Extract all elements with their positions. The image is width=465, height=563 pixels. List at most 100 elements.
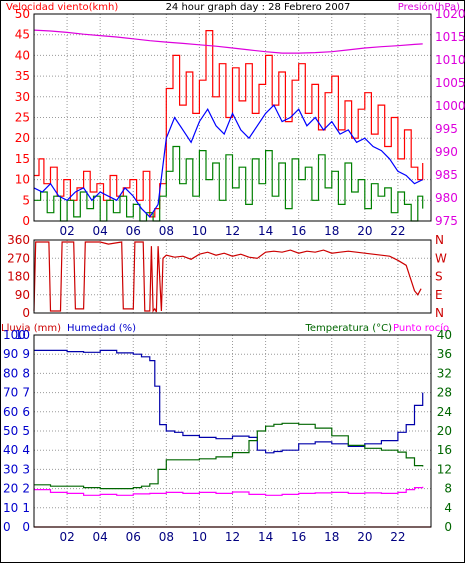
pressure-tick-985: 985	[435, 168, 458, 182]
rain-tick-9: 9	[22, 347, 30, 361]
pressure-axis-title: Presión(hPa)	[398, 1, 460, 13]
wind-tick-15: 15	[15, 152, 30, 166]
tick-labels: 0510152025303540455097598098599099510001…	[3, 7, 465, 544]
temperature-tick-28: 28	[437, 386, 452, 400]
wind-tick-30: 30	[15, 90, 30, 104]
temperature-tick-16: 16	[437, 443, 452, 457]
temperature-tick-24: 24	[437, 405, 452, 419]
humidity-tick-30: 100	[3, 328, 26, 342]
wind-xtick-22: 22	[390, 224, 405, 238]
humidity-tick-27: 90	[3, 347, 18, 361]
wind-axis-title: Velocidad viento(kmh)	[6, 2, 118, 13]
series-wind-minimum	[34, 145, 424, 222]
rain-tick-5: 5	[22, 424, 30, 438]
wind-tick-35: 35	[15, 69, 30, 83]
series-dewpoint	[34, 486, 424, 496]
series-wind-gust	[34, 30, 424, 218]
thermo-xtick-08: 08	[159, 530, 174, 544]
panel-frames	[33, 13, 432, 528]
thermo-xtick-18: 18	[324, 530, 339, 544]
humidity-axis-title: Humedad (%)	[67, 323, 136, 334]
thermo-xtick-06: 06	[126, 530, 141, 544]
direction-tick-90: 90	[15, 288, 30, 302]
wind-xtick-08: 08	[159, 224, 174, 238]
thermo-xtick-12: 12	[225, 530, 240, 544]
wind-xtick-16: 16	[291, 224, 306, 238]
rain-tick-8: 8	[22, 366, 30, 380]
humidity-tick-9: 30	[3, 462, 18, 476]
rain-tick-4: 4	[22, 443, 30, 457]
thermo-xtick-22: 22	[390, 530, 405, 544]
wind-xtick-04: 04	[93, 224, 108, 238]
pressure-tick-980: 980	[435, 191, 458, 205]
temperature-tick-12: 12	[437, 462, 452, 476]
direction-tick-270: 270	[7, 251, 30, 265]
humidity-tick-21: 70	[3, 386, 18, 400]
humidity-tick-6: 20	[3, 482, 18, 496]
thermo-xtick-04: 04	[93, 530, 108, 544]
temperature-axis-title: Temperatura (°C)	[304, 323, 392, 334]
wind-xtick-10: 10	[192, 224, 207, 238]
chart-title: 24 hour graph day : 28 Febrero 2007	[166, 2, 351, 13]
thermo-xtick-14: 14	[258, 530, 273, 544]
humidity-tick-15: 50	[3, 424, 18, 438]
pressure-tick-995: 995	[435, 122, 458, 136]
rain-tick-6: 6	[22, 405, 30, 419]
wind-xtick-18: 18	[324, 224, 339, 238]
wind-tick-50: 50	[15, 7, 30, 21]
wind-tick-40: 40	[15, 48, 30, 62]
pressure-tick-1020: 1020	[435, 7, 465, 21]
temperature-tick-4: 4	[444, 501, 452, 515]
dewpoint-axis-title: Punto rocío	[393, 322, 449, 334]
series-wind-direction	[33, 241, 422, 313]
series-wind-average	[33, 104, 423, 218]
wind-xtick-06: 06	[126, 224, 141, 238]
rain-tick-1: 1	[22, 501, 30, 515]
rain-tick-7: 7	[22, 386, 30, 400]
pressure-tick-1010: 1010	[435, 53, 465, 67]
pressure-tick-1000: 1000	[435, 99, 465, 113]
rain-tick-0: 0	[22, 520, 30, 534]
humidity-tick-24: 80	[3, 366, 18, 380]
series-humidity	[34, 349, 424, 454]
temperature-tick-8: 8	[444, 482, 452, 496]
wind-tick-10: 10	[15, 173, 30, 187]
thermo-xtick-16: 16	[291, 530, 306, 544]
thermo-xtick-20: 20	[357, 530, 372, 544]
direction-tick-360: 360	[7, 233, 30, 247]
wind-xtick-02: 02	[59, 224, 74, 238]
wind-xtick-14: 14	[258, 224, 273, 238]
thermo-xtick-02: 02	[59, 530, 74, 544]
rain-axis-title: Lluvia (mm)	[1, 323, 61, 334]
humidity-tick-3: 10	[3, 501, 18, 515]
temperature-tick-32: 32	[437, 366, 452, 380]
compass-label-2: S	[435, 270, 443, 284]
series-pressure	[33, 29, 423, 54]
humidity-tick-0: 0	[3, 520, 11, 534]
direction-tick-0: 0	[22, 306, 30, 320]
direction-panel-frame	[33, 239, 432, 314]
wind-panel-frame	[33, 13, 432, 222]
rain-tick-3: 3	[22, 462, 30, 476]
temperature-tick-20: 20	[437, 424, 452, 438]
humidity-tick-12: 40	[3, 443, 18, 457]
pressure-tick-990: 990	[435, 145, 458, 159]
wind-tick-20: 20	[15, 131, 30, 145]
pressure-tick-1015: 1015	[435, 30, 465, 44]
compass-label-0: N	[435, 233, 444, 247]
compass-label-1: W	[435, 251, 447, 265]
pressure-tick-1005: 1005	[435, 76, 465, 90]
temperature-tick-36: 36	[437, 347, 452, 361]
rain-tick-10: 10	[15, 328, 30, 342]
compass-label-3: E	[435, 288, 443, 302]
wind-tick-0: 0	[22, 214, 30, 228]
rain-tick-2: 2	[22, 482, 30, 496]
thermo-xtick-10: 10	[192, 530, 207, 544]
wind-xtick-20: 20	[357, 224, 372, 238]
thermo-panel-frame	[33, 334, 432, 528]
wind-xtick-12: 12	[225, 224, 240, 238]
compass-label-4: N	[435, 306, 444, 320]
temperature-tick-0: 0	[444, 520, 452, 534]
